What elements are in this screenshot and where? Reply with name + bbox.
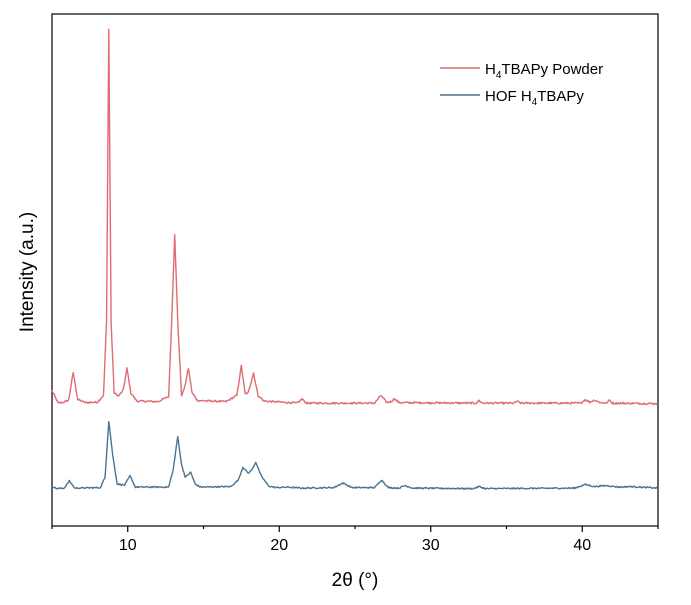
x-tick-label: 40: [573, 537, 591, 554]
series-line-hof-h4tbapy: [51, 420, 659, 490]
x-axis-title: 2θ (°): [332, 570, 379, 591]
x-tick-label: 10: [119, 537, 137, 554]
x-tick-label: 30: [422, 537, 440, 554]
legend-label-hof-h4tbapy: HOF H4TBAPy: [485, 88, 584, 108]
plot-area: 10 20 30 40: [51, 13, 659, 554]
legend: H4TBAPy Powder HOF H4TBAPy: [440, 61, 603, 108]
series-line-h4tbapy-powder: [51, 28, 659, 406]
series-layer: [51, 28, 659, 490]
legend-label-h4tbapy-powder: H4TBAPy Powder: [485, 61, 603, 81]
x-axis-ticks: 10 20 30 40: [51, 526, 659, 554]
y-axis-title: Intensity (a.u.): [17, 212, 38, 332]
x-tick-label: 20: [270, 537, 288, 554]
